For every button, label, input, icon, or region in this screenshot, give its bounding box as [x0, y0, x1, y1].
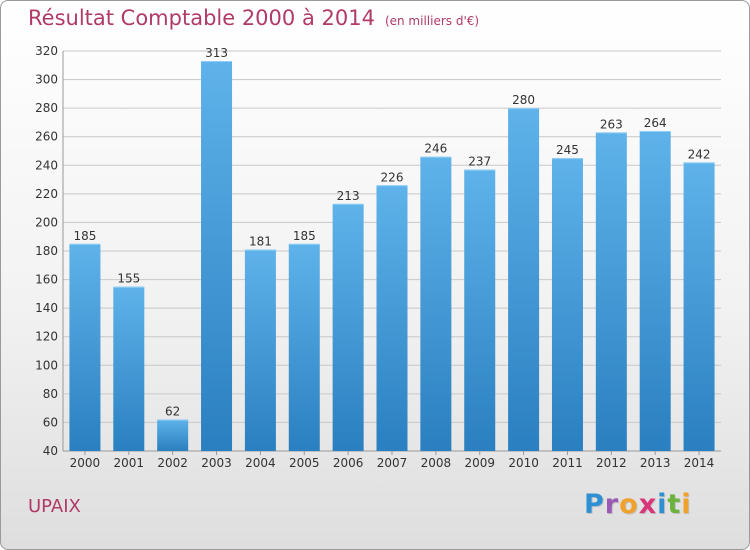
bar-value-labels: 185 155 62 313 181 185 213 226 246 237 280 245 263 26… — [73, 46, 710, 419]
x-tick-label: 2003 — [201, 456, 232, 470]
x-tick-label: 2002 — [157, 456, 188, 470]
x-tick-label: 2010 — [508, 456, 539, 470]
bar-value-label: 264 — [644, 116, 667, 130]
bars — [69, 61, 715, 452]
x-tick-label: 2007 — [377, 456, 408, 470]
bar-2014[interactable] — [683, 162, 715, 451]
y-tick-label: 180 — [35, 244, 58, 258]
x-tick-label: 2009 — [464, 456, 495, 470]
proxiti-logo[interactable]: Proxiti — [584, 489, 692, 520]
y-tick-label: 280 — [35, 101, 58, 115]
bar-value-label: 185 — [293, 229, 316, 243]
logo-letter-4: i — [657, 489, 668, 520]
y-tick-label: 40 — [43, 444, 58, 458]
x-tick-label: 2012 — [596, 456, 627, 470]
bar-value-label: 246 — [424, 142, 447, 156]
logo-letter-5: t — [667, 489, 682, 520]
y-tick-label: 140 — [35, 301, 58, 315]
bar-value-label: 226 — [381, 170, 404, 184]
y-tick-label: 240 — [35, 158, 58, 172]
y-tick-label: 200 — [35, 215, 58, 229]
bar-value-label: 185 — [73, 229, 96, 243]
y-tick-label: 320 — [35, 44, 58, 58]
bar-2013[interactable] — [639, 131, 671, 451]
commune-name: UPAIX — [28, 496, 81, 517]
chart-unit: (en milliers d'€) — [384, 14, 480, 28]
chart-title: Résultat Comptable 2000 à 2014 (en millie… — [28, 6, 479, 30]
chart-title-text: Résultat Comptable 2000 à 2014 — [28, 6, 375, 30]
bar-value-label: 280 — [512, 93, 535, 107]
y-tick-label: 120 — [35, 330, 58, 344]
x-tick-label: 2000 — [70, 456, 101, 470]
bar-value-label: 62 — [165, 405, 180, 419]
x-tick-label: 2014 — [684, 456, 715, 470]
bar-2002[interactable] — [157, 419, 189, 451]
bar-2007[interactable] — [376, 185, 408, 452]
x-tick-label: 2005 — [289, 456, 320, 470]
logo-letter-0: P — [584, 489, 605, 520]
bar-value-label: 181 — [249, 235, 272, 249]
bar-2011[interactable] — [551, 158, 583, 451]
bar-2009[interactable] — [464, 169, 496, 452]
logo-letter-6: i — [681, 489, 692, 520]
bar-value-label: 245 — [556, 143, 579, 157]
logo-letter-2: o — [619, 489, 639, 520]
y-tick-label: 80 — [43, 387, 58, 401]
y-axis-ticks: 40 60 80 100 120 140 160 180 200 220 240 260 280 300 3… — [35, 44, 58, 458]
y-tick-label: 220 — [35, 187, 58, 201]
bar-value-label: 155 — [117, 272, 140, 286]
bar-value-label: 313 — [205, 46, 228, 60]
logo-letter-1: r — [604, 489, 620, 520]
x-tick-label: 2013 — [640, 456, 671, 470]
bar-2005[interactable] — [288, 243, 320, 451]
bar-2010[interactable] — [508, 108, 540, 452]
y-tick-label: 260 — [35, 130, 58, 144]
bar-2012[interactable] — [595, 132, 627, 451]
bar-value-label: 213 — [337, 189, 360, 203]
x-tick-label: 2011 — [552, 456, 583, 470]
logo-letter-3: x — [638, 489, 658, 520]
bar-2000[interactable] — [69, 243, 101, 451]
bar-value-label: 263 — [600, 117, 623, 131]
y-tick-label: 160 — [35, 273, 58, 287]
bar-2001[interactable] — [113, 286, 145, 451]
x-tick-label: 2008 — [421, 456, 452, 470]
x-tick-label: 2004 — [245, 456, 276, 470]
bar-2006[interactable] — [332, 203, 364, 451]
x-tick-label: 2001 — [114, 456, 145, 470]
bar-value-label: 237 — [468, 155, 491, 169]
x-axis-ticks: 2000 2001 2002 2003 2004 2005 2006 2007 2008 2009… — [70, 451, 715, 470]
bar-2003[interactable] — [201, 61, 233, 451]
y-tick-label: 60 — [43, 415, 58, 429]
bar-2004[interactable] — [244, 249, 276, 451]
y-tick-label: 300 — [35, 73, 58, 87]
y-tick-label: 100 — [35, 358, 58, 372]
x-tick-label: 2006 — [333, 456, 364, 470]
bar-value-label: 242 — [688, 147, 711, 161]
bar-2008[interactable] — [420, 156, 452, 451]
